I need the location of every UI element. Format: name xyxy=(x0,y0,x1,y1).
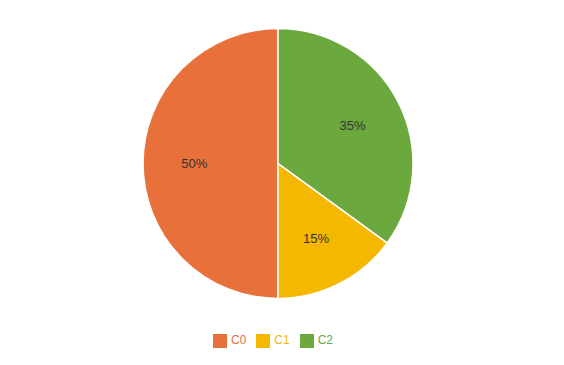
svg-text:50%: 50% xyxy=(181,156,207,171)
svg-text:35%: 35% xyxy=(340,118,366,133)
html-text:C2: C2 xyxy=(317,333,333,348)
html-text:C0: C0 xyxy=(231,333,247,348)
html-text:C1: C1 xyxy=(274,333,290,348)
svg-text:15%: 15% xyxy=(303,231,329,246)
